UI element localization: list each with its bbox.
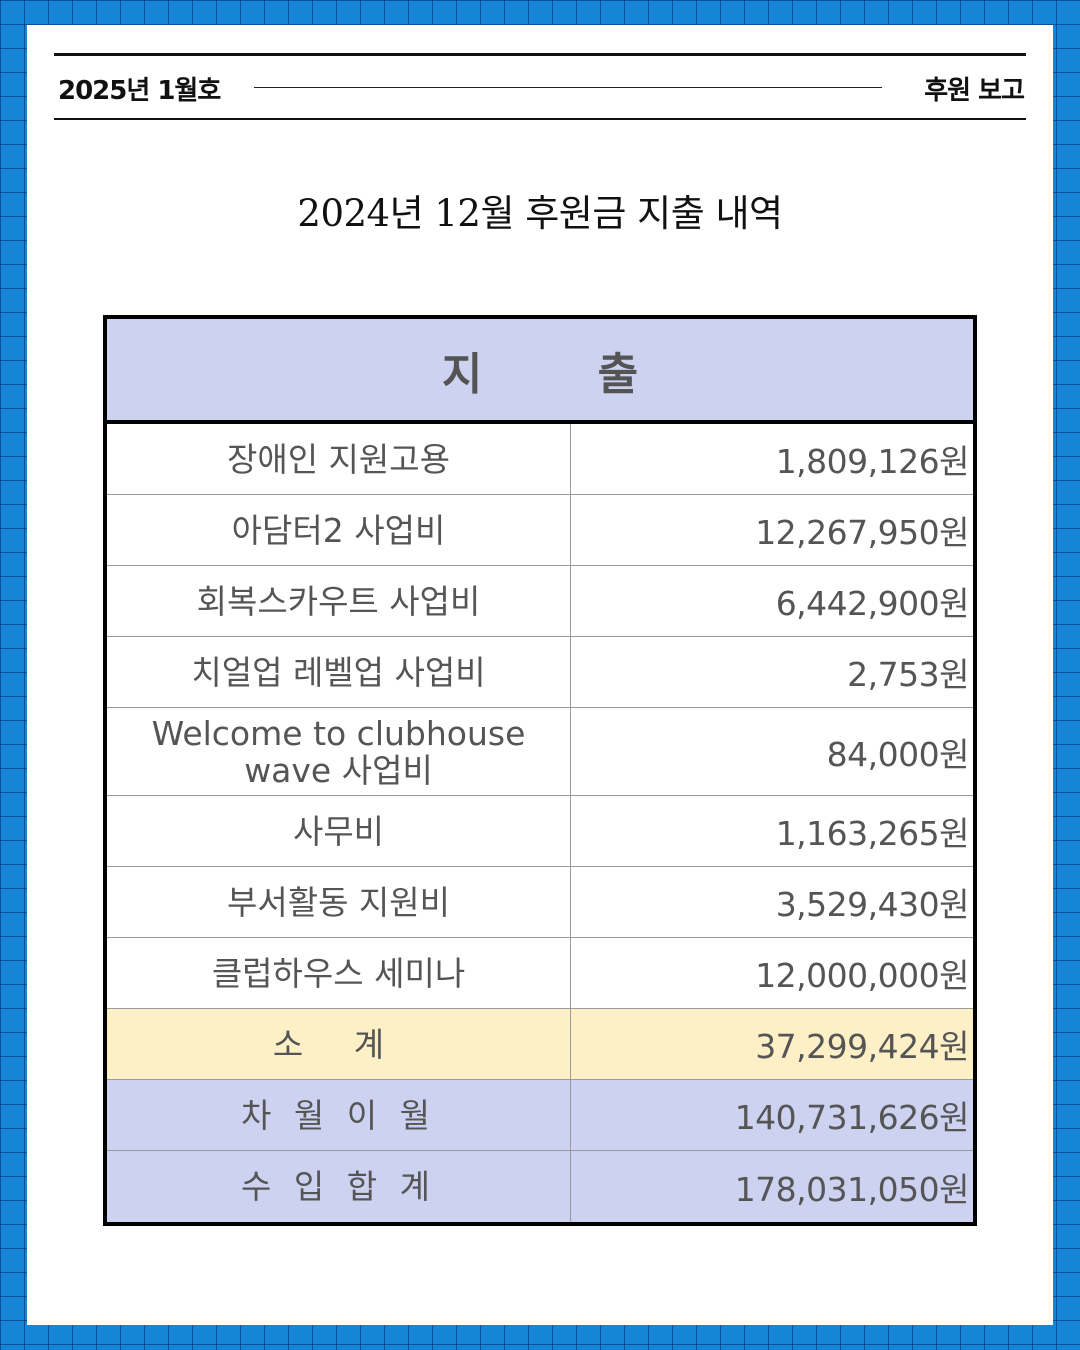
table-row: 클럽하우스 세미나 12,000,000원: [107, 938, 973, 1009]
table-row: 아담터2 사업비 12,267,950원: [107, 495, 973, 566]
table-row: 회복스카우트 사업비 6,442,900원: [107, 566, 973, 637]
row-label: 아담터2 사업비: [107, 495, 571, 565]
row-amount: 12,000,000원: [755, 956, 969, 995]
carryover-row: 차 월 이 월 140,731,626원: [107, 1080, 973, 1151]
table-row: 부서활동 지원비 3,529,430원: [107, 867, 973, 938]
subtotal-amount: 37,299,424원: [755, 1027, 969, 1066]
row-amount: 12,267,950원: [755, 513, 969, 552]
row-label: 클럽하우스 세미나: [107, 938, 571, 1008]
section-label: 후원 보고: [924, 76, 1025, 106]
row-label: 장애인 지원고용: [107, 424, 571, 494]
table-row: 장애인 지원고용 1,809,126원: [107, 424, 973, 495]
row-label: Welcome to clubhouse wave 사업비: [107, 708, 571, 795]
row-amount: 6,442,900원: [775, 584, 970, 623]
table-row: 치얼업 레벨업 사업비 2,753원: [107, 637, 973, 708]
header-divider: [254, 87, 882, 88]
table-row: 사무비 1,163,265원: [107, 796, 973, 867]
row-amount: 1,809,126원: [775, 442, 970, 481]
carryover-label: 차 월 이 월: [107, 1080, 571, 1150]
row-amount: 2,753원: [847, 655, 969, 694]
page-header: 2025년 1월호 후원 보고: [54, 53, 1026, 120]
total-row: 수 입 합 계 178,031,050원: [107, 1151, 973, 1222]
row-amount: 84,000원: [826, 734, 970, 774]
carryover-amount: 140,731,626원: [734, 1098, 970, 1137]
subtotal-label: 소 계: [107, 1009, 571, 1079]
table-heading: 지 출: [107, 319, 973, 424]
total-amount: 178,031,050원: [734, 1169, 970, 1209]
total-label: 수 입 합 계: [107, 1151, 571, 1222]
row-amount: 1,163,265원: [775, 814, 970, 853]
row-label: 사무비: [107, 796, 571, 866]
row-amount: 3,529,430원: [775, 885, 970, 924]
issue-label: 2025년 1월호: [58, 76, 221, 106]
table-row: Welcome to clubhouse wave 사업비 84,000원: [107, 708, 973, 796]
row-label: 부서활동 지원비: [107, 867, 571, 937]
row-label: 회복스카우트 사업비: [107, 566, 571, 636]
subtotal-row: 소 계 37,299,424원: [107, 1009, 973, 1080]
page-title: 2024년 12월 후원금 지출 내역: [297, 192, 783, 235]
row-label: 치얼업 레벨업 사업비: [107, 637, 571, 707]
report-card: 2025년 1월호 후원 보고 2024년 12월 후원금 지출 내역 지 출 …: [27, 25, 1053, 1325]
expense-table: 지 출 장애인 지원고용 1,809,126원 아담터2 사업비 12,267,…: [103, 315, 977, 1226]
table-heading-label: 지 출: [441, 348, 689, 400]
